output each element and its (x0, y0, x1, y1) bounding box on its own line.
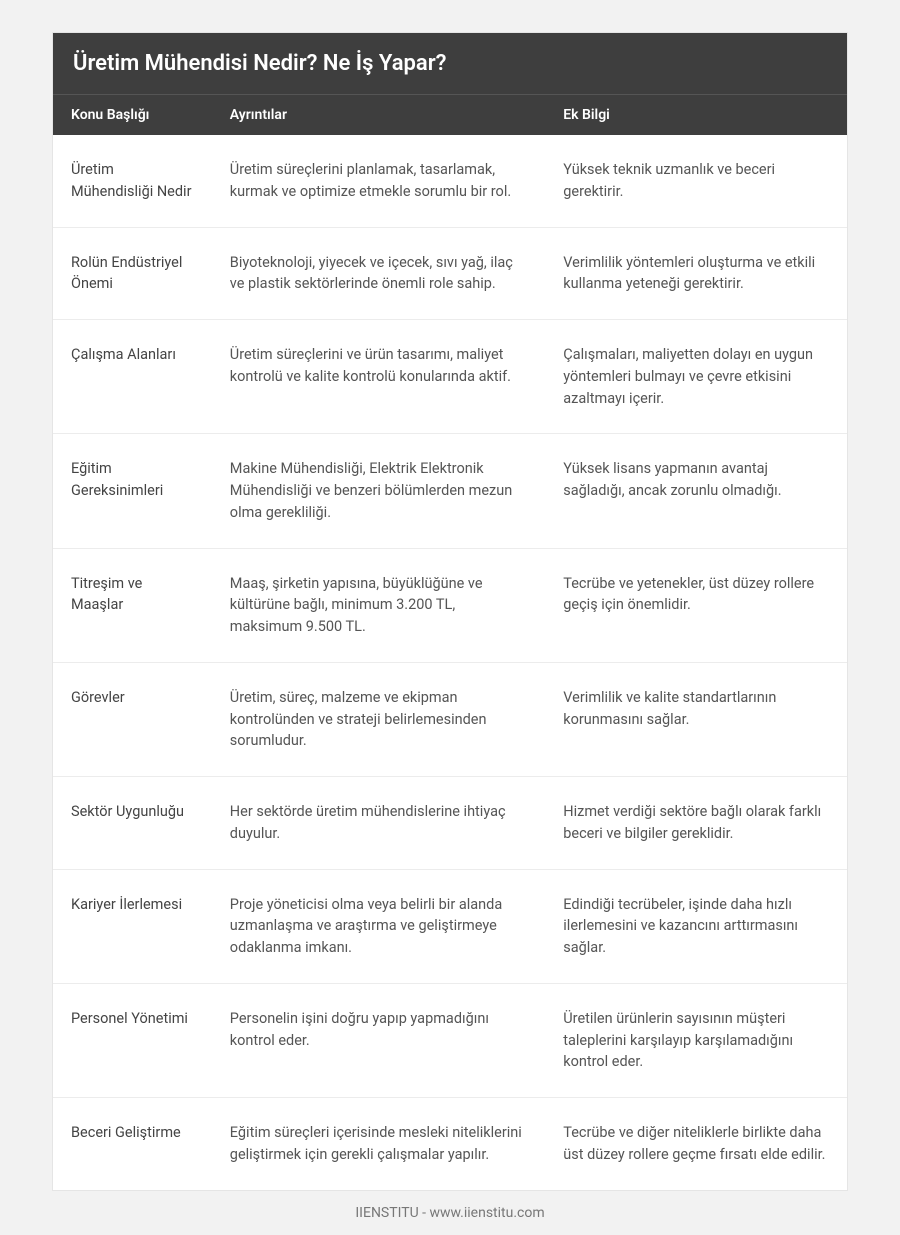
cell-extra: Edindiği tecrübeler, işinde daha hızlı i… (545, 870, 847, 983)
table-row: Görevler Üretim, süreç, malzeme ve ekipm… (53, 663, 847, 777)
cell-extra: Yüksek teknik uzmanlık ve beceri gerekti… (545, 135, 847, 227)
cell-topic: Rolün Endüstriyel Önemi (53, 228, 212, 320)
table-body: Üretim Mühendisliği Nedir Üretim süreçle… (53, 135, 847, 1190)
cell-details: Her sektörde üretim mühendislerine ihtiy… (212, 777, 545, 869)
cell-extra: Verimlilik ve kalite standartlarının kor… (545, 663, 847, 776)
table-row: Sektör Uygunluğu Her sektörde üretim müh… (53, 777, 847, 870)
cell-topic: Görevler (53, 663, 212, 776)
content-table: Üretim Mühendisi Nedir? Ne İş Yapar? Kon… (52, 32, 848, 1191)
cell-details: Makine Mühendisliği, Elektrik Elektronik… (212, 434, 545, 547)
table-row: Titreşim ve Maaşlar Maaş, şirketin yapıs… (53, 549, 847, 663)
cell-details: Üretim süreçlerini planlamak, tasarlamak… (212, 135, 545, 227)
table-row: Çalışma Alanları Üretim süreçlerini ve ü… (53, 320, 847, 434)
cell-topic: Çalışma Alanları (53, 320, 212, 433)
cell-details: Maaş, şirketin yapısına, büyüklüğüne ve … (212, 549, 545, 662)
cell-topic: Personel Yönetimi (53, 984, 212, 1097)
cell-topic: Sektör Uygunluğu (53, 777, 212, 869)
cell-details: Personelin işini doğru yapıp yapmadığını… (212, 984, 545, 1097)
cell-topic: Üretim Mühendisliği Nedir (53, 135, 212, 227)
cell-topic: Kariyer İlerlemesi (53, 870, 212, 983)
table-row: Eğitim Gereksinimleri Makine Mühendisliğ… (53, 434, 847, 548)
cell-extra: Verimlilik yöntemleri oluşturma ve etkil… (545, 228, 847, 320)
table-row: Personel Yönetimi Personelin işini doğru… (53, 984, 847, 1098)
cell-topic: Beceri Geliştirme (53, 1098, 212, 1190)
cell-topic: Eğitim Gereksinimleri (53, 434, 212, 547)
cell-extra: Yüksek lisans yapmanın avantaj sağladığı… (545, 434, 847, 547)
footer-attribution: IIENSTITU - www.iienstitu.com (52, 1191, 848, 1235)
table-row: Beceri Geliştirme Eğitim süreçleri içeri… (53, 1098, 847, 1190)
cell-topic: Titreşim ve Maaşlar (53, 549, 212, 662)
cell-extra: Üretilen ürünlerin sayısının müşteri tal… (545, 984, 847, 1097)
table-title: Üretim Mühendisi Nedir? Ne İş Yapar? (53, 33, 847, 94)
cell-extra: Hizmet verdiği sektöre bağlı olarak fark… (545, 777, 847, 869)
table-row: Kariyer İlerlemesi Proje yöneticisi olma… (53, 870, 847, 984)
cell-details: Üretim, süreç, malzeme ve ekipman kontro… (212, 663, 545, 776)
cell-details: Üretim süreçlerini ve ürün tasarımı, mal… (212, 320, 545, 433)
cell-extra: Çalışmaları, maliyetten dolayı en uygun … (545, 320, 847, 433)
table-row: Rolün Endüstriyel Önemi Biyoteknoloji, y… (53, 228, 847, 321)
column-header-extra: Ek Bilgi (545, 95, 847, 135)
cell-details: Biyoteknoloji, yiyecek ve içecek, sıvı y… (212, 228, 545, 320)
cell-details: Proje yöneticisi olma veya belirli bir a… (212, 870, 545, 983)
column-header-details: Ayrıntılar (212, 95, 545, 135)
cell-extra: Tecrübe ve diğer niteliklerle birlikte d… (545, 1098, 847, 1190)
cell-extra: Tecrübe ve yetenekler, üst düzey rollere… (545, 549, 847, 662)
cell-details: Eğitim süreçleri içerisinde mesleki nite… (212, 1098, 545, 1190)
table-row: Üretim Mühendisliği Nedir Üretim süreçle… (53, 135, 847, 228)
column-header-topic: Konu Başlığı (53, 95, 212, 135)
table-header-row: Konu Başlığı Ayrıntılar Ek Bilgi (53, 94, 847, 135)
